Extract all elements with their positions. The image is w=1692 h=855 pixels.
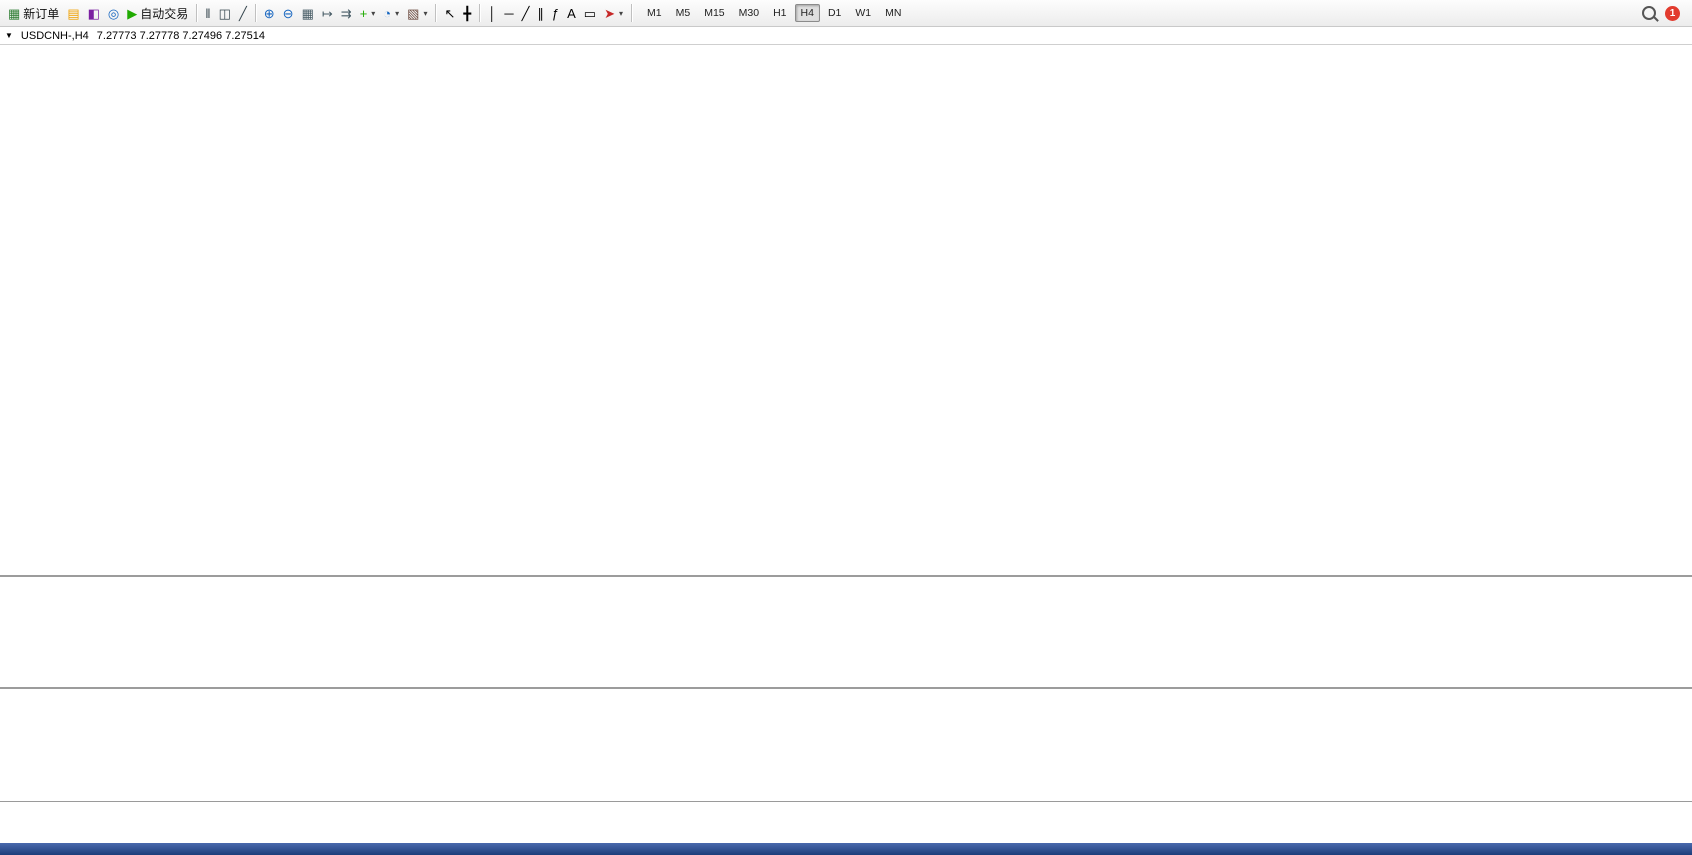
- tile-windows-icon: ▦: [301, 5, 314, 21]
- timeframe-m5[interactable]: M5: [675, 7, 691, 19]
- timeframe-toolbar: M1 M5 M15 M30 H1 H4 D1 W1 MN: [640, 4, 908, 22]
- toolbar-separator: [435, 4, 437, 22]
- fibonacci-icon: ƒ: [551, 5, 560, 21]
- ohlc-bars-icon: ‖: [205, 5, 211, 21]
- line-chart-button[interactable]: ╱: [235, 2, 251, 25]
- indicators-button[interactable]: + ▾: [356, 2, 380, 25]
- template-icon: ▧: [407, 5, 420, 21]
- zoom-in-button[interactable]: ⊕: [260, 2, 279, 25]
- caret-down-icon: ▾: [423, 8, 428, 18]
- toolbar-separator: [631, 4, 633, 22]
- timeframe-m1[interactable]: M1: [647, 7, 662, 19]
- auto-scroll-icon: ↦: [321, 5, 333, 21]
- timeframe-h1[interactable]: H1: [773, 7, 787, 19]
- chart-shift-icon: ⇉: [340, 5, 352, 21]
- bar-chart-button[interactable]: ‖: [201, 2, 214, 25]
- arrow-shapes-icon: ➤: [604, 5, 615, 21]
- chart-header: ▼ USDCNH-,H4 7.27773 7.27778 7.27496 7.2…: [0, 27, 1692, 45]
- toolbar-separator: [254, 4, 256, 22]
- profiles-button[interactable]: ▤: [63, 2, 83, 25]
- trendline-icon: ╱: [521, 5, 530, 21]
- zoom-in-icon: ⊕: [263, 5, 275, 21]
- chart-window-usdcnh: ▼ USDCNH-,H4 7.27773 7.27778 7.27496 7.2…: [0, 27, 1692, 802]
- text-button[interactable]: A: [563, 2, 580, 25]
- profiles-icon: ▤: [67, 5, 80, 21]
- toolbar-separator: [196, 4, 198, 22]
- chart-collapse-icon[interactable]: ▼: [5, 31, 13, 40]
- horizontal-line-icon: ─: [504, 5, 514, 21]
- text-label-button[interactable]: ▭: [580, 2, 600, 25]
- navigator-button[interactable]: ◎: [104, 2, 123, 25]
- rsi-panel-splitter[interactable]: [0, 687, 1692, 689]
- templates-button[interactable]: ▧ ▾: [403, 2, 431, 25]
- crosshair-icon: ╋: [463, 5, 472, 21]
- vertical-line-icon: │: [488, 5, 497, 21]
- search-icon[interactable]: [1642, 6, 1656, 20]
- candlestick-icon: ◫: [218, 5, 231, 21]
- periods-button[interactable]: ◔ ▾: [379, 2, 403, 25]
- text-icon: A: [567, 5, 576, 21]
- vertical-line-button[interactable]: │: [484, 2, 500, 25]
- navigator-icon: ◎: [107, 5, 120, 21]
- cursor-button[interactable]: ↖: [440, 2, 459, 25]
- notification-badge[interactable]: 1: [1665, 5, 1680, 21]
- window-bottom-border: [0, 843, 1692, 855]
- zoom-out-icon: ⊖: [282, 5, 294, 21]
- auto-scroll-button[interactable]: ↦: [318, 2, 337, 25]
- clock-icon: ◔: [383, 5, 392, 21]
- main-toolbar: ▦ 新订单 ▤ ◧ ◎ ▶ 自动交易 ‖ ◫ ╱ ⊕ ⊖ ▦ ↦ ⇉ + ▾ ◔ ▾ ▧ ▾ ↖ ╋ │ ─ ╱ ∥ ƒ A ▭ ➤ ▾ M1 M…: [0, 0, 1692, 27]
- indicators-plus-icon: +: [359, 5, 368, 21]
- macd-panel[interactable]: [0, 577, 1692, 687]
- new-order-button-label: 新订单: [23, 6, 60, 21]
- main-candlestick-chart[interactable]: [0, 45, 1692, 575]
- caret-down-icon: ▾: [395, 8, 400, 18]
- data-window-button[interactable]: ◧: [84, 2, 104, 25]
- timeframe-m30[interactable]: M30: [738, 7, 760, 19]
- timeframe-m15[interactable]: M15: [704, 7, 725, 19]
- trendline-button[interactable]: ╱: [518, 2, 534, 25]
- macd-panel-splitter[interactable]: [0, 575, 1692, 577]
- toolbar-separator: [479, 4, 481, 22]
- chart-symbol-timeframe: USDCNH-,H4: [20, 29, 89, 42]
- toolbar-right: 1: [1642, 5, 1688, 21]
- timeframe-mn[interactable]: MN: [885, 7, 902, 19]
- caret-down-icon: ▾: [619, 8, 624, 18]
- crosshair-button[interactable]: ╋: [459, 2, 475, 25]
- autotrading-button-label: 自动交易: [140, 6, 189, 21]
- cursor-arrow-icon: ↖: [444, 5, 456, 21]
- autotrading-button[interactable]: ▶ 自动交易: [123, 2, 192, 25]
- new-order-button[interactable]: ▦ 新订单: [4, 2, 63, 25]
- arrows-button[interactable]: ➤ ▾: [600, 2, 627, 25]
- channel-button[interactable]: ∥: [533, 2, 548, 25]
- timeframe-w1[interactable]: W1: [855, 7, 872, 19]
- data-window-icon: ◧: [87, 5, 100, 21]
- text-label-icon: ▭: [583, 5, 597, 21]
- autotrading-play-icon: ▶: [127, 5, 138, 21]
- new-order-icon: ▦: [8, 5, 21, 21]
- horizontal-line-button[interactable]: ─: [500, 2, 517, 25]
- tile-windows-button[interactable]: ▦: [298, 2, 318, 25]
- rsi-panel[interactable]: [0, 689, 1692, 785]
- chart-ohlc-quote: 7.27773 7.27778 7.27496 7.27514: [96, 29, 265, 42]
- time-axis[interactable]: [0, 785, 1692, 801]
- chart-shift-button[interactable]: ⇉: [337, 2, 356, 25]
- channel-icon: ∥: [537, 5, 544, 21]
- caret-down-icon: ▾: [371, 8, 376, 18]
- zoom-out-button[interactable]: ⊖: [279, 2, 298, 25]
- candlestick-chart-button[interactable]: ◫: [215, 2, 235, 25]
- line-chart-icon: ╱: [238, 5, 247, 21]
- timeframe-d1[interactable]: D1: [827, 7, 842, 19]
- fibonacci-button[interactable]: ƒ: [548, 2, 563, 25]
- timeframe-h4[interactable]: H4: [794, 4, 820, 22]
